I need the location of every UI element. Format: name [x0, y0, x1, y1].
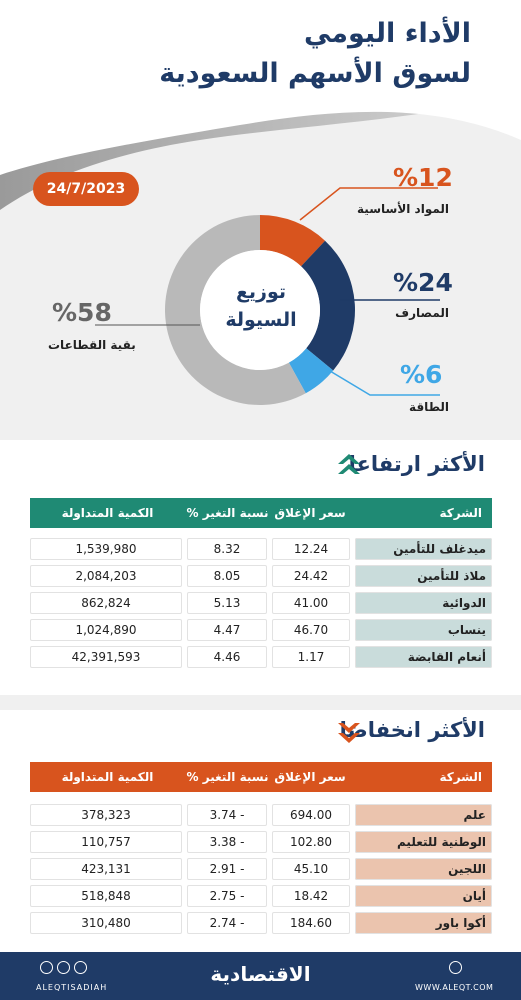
facebook-icon[interactable]	[57, 961, 70, 974]
website-icon	[449, 961, 462, 974]
cell-change: 4.47	[187, 619, 267, 641]
cell-volume: 1,024,890	[30, 619, 182, 641]
cell-company: أيان	[355, 885, 492, 907]
donut-slice-2	[288, 348, 334, 394]
cell-change: 2.74 -	[187, 912, 267, 934]
header-volume: الكمية المتداولة	[61, 506, 154, 520]
cell-volume: 2,084,203	[30, 565, 182, 587]
cell-volume: 518,848	[30, 885, 182, 907]
donut-center-line2: السيولة	[225, 309, 297, 331]
header-background	[0, 0, 521, 450]
cell-change: 4.46	[187, 646, 267, 668]
header-change: نسبة التغير %	[186, 506, 269, 520]
table-row: 310,480 2.74 -184.60 أكوا باور	[30, 912, 492, 934]
cell-company: الدوائية	[355, 592, 492, 614]
label-materials: المواد الأساسية	[357, 202, 449, 216]
cell-close: 1.17	[272, 646, 350, 668]
cell-close: 184.60	[272, 912, 350, 934]
cell-company: ينساب	[355, 619, 492, 641]
cell-company: علم	[355, 804, 492, 826]
cell-change: 3.38 -	[187, 831, 267, 853]
cell-company: ملاذ للتأمين	[355, 565, 492, 587]
donut-center-label: توزيع السيولة	[216, 278, 306, 334]
cell-volume: 862,824	[30, 592, 182, 614]
cell-close: 102.80	[272, 831, 350, 853]
label-others: بقية القطاعات	[48, 338, 136, 352]
footer-website[interactable]: WWW.ALEQT.COM	[415, 983, 494, 992]
table-row: 2,084,203 8.05 24.42 ملاذ للتأمين	[30, 565, 492, 587]
footer-bar	[0, 952, 521, 1000]
cell-volume: 1,539,980	[30, 538, 182, 560]
cell-close: 12.24	[272, 538, 350, 560]
twitter-icon[interactable]	[74, 961, 87, 974]
cell-close: 24.42	[272, 565, 350, 587]
instagram-icon[interactable]	[40, 961, 53, 974]
donut-slice-3	[165, 215, 306, 405]
leader-lines	[95, 187, 440, 396]
gainers-table-header: الكمية المتداولة نسبة التغير % سعر الإغل…	[30, 498, 492, 528]
pct-banks: %24	[393, 268, 453, 297]
pct-energy: %6	[400, 360, 443, 389]
header-close: سعر الإغلاق	[274, 770, 346, 784]
cell-close: 46.70	[272, 619, 350, 641]
arrow-up-icon	[338, 454, 360, 474]
footer-brand: الاقتصادية	[210, 962, 311, 986]
cell-company: اللجين	[355, 858, 492, 880]
table-row: 518,848 2.75 -18.42 أيان	[30, 885, 492, 907]
donut-slice-0	[260, 215, 326, 267]
table-row: 1,539,980 8.32 12.24 ميدغلف للتأمين	[30, 538, 492, 560]
cell-volume: 310,480	[30, 912, 182, 934]
cell-close: 41.00	[272, 592, 350, 614]
table-row: 862,824 5.13 41.00 الدوائية	[30, 592, 492, 614]
header-change: نسبة التغير %	[186, 770, 269, 784]
header-company: الشركة	[439, 506, 482, 520]
table-row: 378,323 3.74 -694.00 علم	[30, 804, 492, 826]
social-icons	[40, 961, 87, 974]
donut-slice-1	[301, 240, 355, 371]
donut-hole	[200, 250, 320, 370]
losers-table-header: الكمية المتداولة نسبة التغير % سعر الإغل…	[30, 762, 492, 792]
table-row: 110,757 3.38 -102.80 الوطنية للتعليم	[30, 831, 492, 853]
cell-change: 3.74 -	[187, 804, 267, 826]
cell-close: 18.42	[272, 885, 350, 907]
table-row: 1,024,890 4.47 46.70 ينساب	[30, 619, 492, 641]
pct-others: %58	[52, 298, 112, 327]
losers-title: الأكثر انخفاضا	[339, 718, 485, 742]
page-title-line1: الأداء اليومي	[303, 18, 471, 49]
cell-volume: 42,391,593	[30, 646, 182, 668]
cell-change: 8.05	[187, 565, 267, 587]
date-badge: 24/7/2023	[33, 172, 139, 206]
footer-handle: ALEQTISADIAH	[36, 983, 108, 992]
arrow-down-icon	[338, 723, 360, 743]
gainers-title: الأكثر ارتفاعا	[348, 452, 485, 476]
cell-company: الوطنية للتعليم	[355, 831, 492, 853]
table-row: 42,391,593 4.46 1.17 أنعام القابضة	[30, 646, 492, 668]
header-volume: الكمية المتداولة	[61, 770, 154, 784]
cell-close: 694.00	[272, 804, 350, 826]
cell-change: 2.91 -	[187, 858, 267, 880]
donut-center-line1: توزيع	[235, 281, 287, 303]
cell-company: أكوا باور	[355, 912, 492, 934]
cell-volume: 110,757	[30, 831, 182, 853]
header-company: الشركة	[439, 770, 482, 784]
label-banks: المصارف	[395, 306, 449, 320]
cell-volume: 378,323	[30, 804, 182, 826]
table-row: 423,131 2.91 -45.10 اللجين	[30, 858, 492, 880]
cell-change: 2.75 -	[187, 885, 267, 907]
cell-change: 8.32	[187, 538, 267, 560]
pct-materials: %12	[393, 163, 453, 192]
liquidity-donut-chart	[165, 215, 355, 405]
label-energy: الطاقة	[409, 400, 449, 414]
cell-change: 5.13	[187, 592, 267, 614]
cell-close: 45.10	[272, 858, 350, 880]
cell-volume: 423,131	[30, 858, 182, 880]
header-close: سعر الإغلاق	[274, 506, 346, 520]
page-title-line2: لسوق الأسهم السعودية	[159, 58, 471, 89]
cell-company: أنعام القابضة	[355, 646, 492, 668]
cell-company: ميدغلف للتأمين	[355, 538, 492, 560]
